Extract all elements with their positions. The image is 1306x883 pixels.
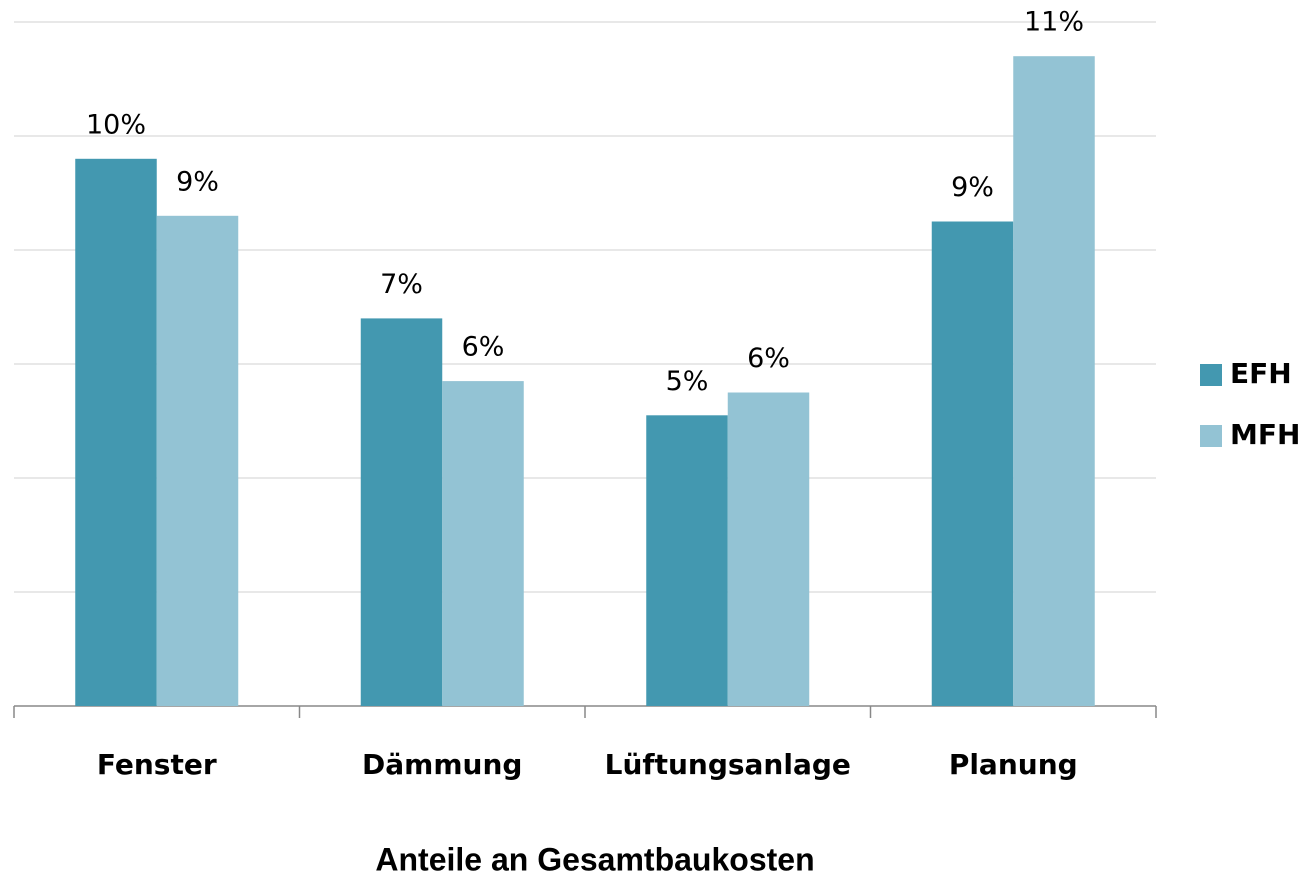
bar [931,221,1014,706]
x-tick-label: Planung [949,748,1078,781]
x-tick-label: Dämmung [362,748,522,781]
data-label: 9% [176,166,219,197]
bar [727,392,810,706]
legend-swatch [1200,425,1222,447]
bar [1013,56,1095,706]
x-tick-label: Lüftungsanlage [605,748,851,781]
bar [360,318,443,706]
data-label: 11% [1024,7,1084,38]
data-label: 6% [747,343,790,374]
bar [75,158,157,707]
bar [442,381,524,706]
bar [156,215,239,707]
data-label: 10% [86,109,146,140]
legend-label: MFH [1230,418,1300,451]
data-label: 6% [462,332,505,363]
data-label: 7% [380,269,423,300]
data-label: 5% [666,366,709,397]
x-tick-label: Fenster [97,748,217,781]
legend-swatch [1200,364,1222,386]
bar [646,415,728,706]
data-label: 9% [951,172,994,203]
chart-title: Anteile an Gesamtbaukosten [375,841,814,877]
legend-label: EFH [1230,357,1292,390]
